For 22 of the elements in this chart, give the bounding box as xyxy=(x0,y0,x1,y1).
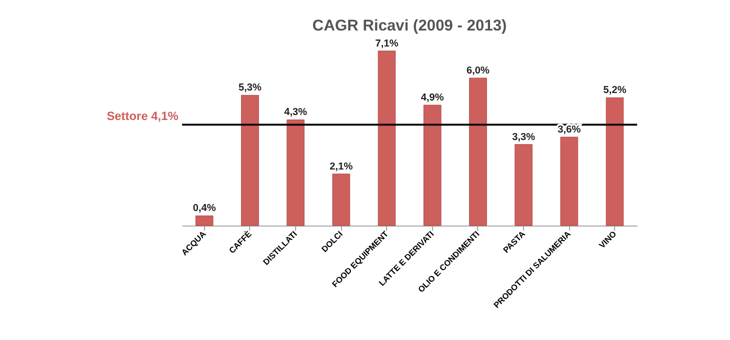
data-label: 5,3% xyxy=(238,82,262,94)
ref-line-label: Settore 4,1% xyxy=(106,109,179,124)
data-label: 7,1% xyxy=(375,38,398,50)
data-label: 4,3% xyxy=(284,107,308,118)
bar xyxy=(378,50,396,226)
bar xyxy=(606,97,624,226)
bar xyxy=(560,136,578,226)
data-label: 0,4% xyxy=(192,203,216,214)
data-label: 5,2% xyxy=(603,85,626,96)
data-label: 3,6% xyxy=(558,124,581,136)
bar xyxy=(286,120,304,226)
data-label: 3,3% xyxy=(512,132,536,143)
bar xyxy=(514,144,532,226)
bar xyxy=(195,216,214,226)
data-label: 6,0% xyxy=(466,65,490,76)
bar xyxy=(423,104,442,226)
bar xyxy=(241,94,259,226)
data-label: 4,9% xyxy=(420,92,444,104)
chart-title: CAGR Ricavi (2009 - 2013) xyxy=(312,18,507,35)
bar xyxy=(469,78,487,226)
data-label: 2,1% xyxy=(330,161,353,172)
bar xyxy=(332,174,350,226)
